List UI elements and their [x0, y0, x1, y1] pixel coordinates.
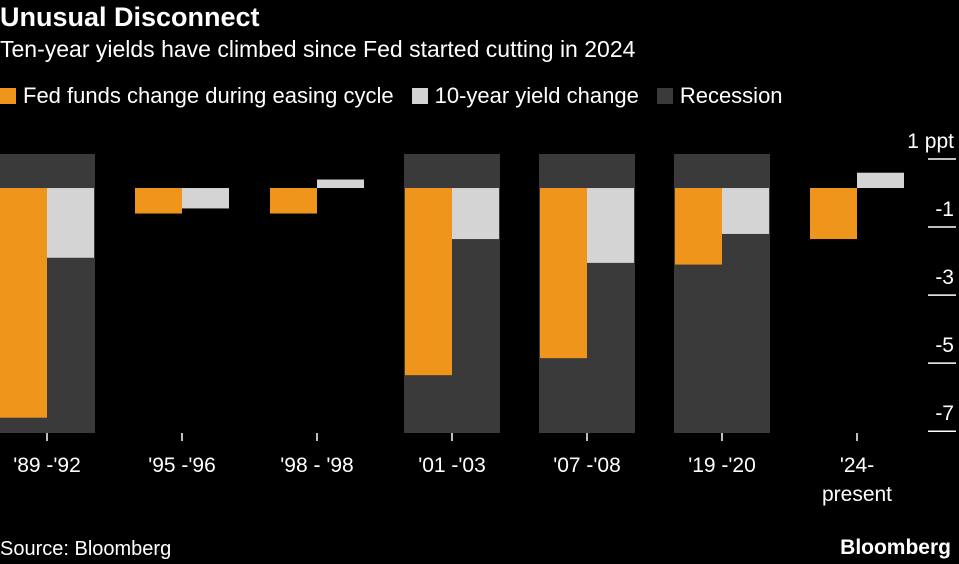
fed-funds-bar-1 — [135, 188, 182, 214]
ten-year-bar-4 — [587, 188, 634, 263]
brand-logo: Bloomberg — [840, 536, 951, 559]
y-tick-label-2: -3 — [935, 266, 954, 289]
y-tick-label-3: -5 — [935, 334, 954, 357]
legend-label-fed-funds: Fed funds change during easing cycle — [23, 83, 394, 108]
ten-year-bar-3 — [452, 188, 499, 240]
fed-funds-bar-5 — [675, 188, 722, 265]
y-tick-label-1: -1 — [935, 198, 954, 221]
x-tick-label-6-line-1: present — [822, 483, 892, 506]
fed-funds-bar-6 — [810, 188, 857, 240]
x-tick-label-6-line-0: '24- — [840, 454, 874, 477]
ten-year-bar-6 — [857, 172, 904, 189]
ten-year-bar-5 — [722, 188, 769, 234]
fed-funds-bar-4 — [540, 188, 587, 359]
x-tick-label-2: '98 - '98 — [280, 454, 353, 477]
ten-year-bar-2 — [317, 179, 364, 189]
chart-subtitle: Ten-year yields have climbed since Fed s… — [0, 36, 636, 62]
ten-year-bar-0 — [47, 188, 94, 258]
x-tick-label-5: '19 -'20 — [688, 454, 756, 477]
legend-label-ten-year: 10-year yield change — [434, 83, 639, 108]
x-tick-label-1: '95 -'96 — [148, 454, 216, 477]
fed-funds-bar-0 — [0, 188, 47, 418]
legend-item-fed-funds: Fed funds change during easing cycle — [0, 83, 394, 109]
legend-label-recession: Recession — [679, 83, 783, 108]
legend-swatch-ten-year — [411, 88, 428, 104]
fed-funds-bar-2 — [270, 188, 317, 214]
y-tick-label-0: 1 ppt — [907, 130, 954, 153]
ten-year-bar-1 — [182, 188, 229, 209]
legend-swatch-recession — [656, 88, 673, 104]
legend: Fed funds change during easing cycle 10-… — [0, 81, 801, 111]
fed-funds-bar-3 — [405, 188, 452, 376]
y-tick-label-4: -7 — [935, 402, 954, 425]
source-note: Source: Bloomberg — [0, 538, 172, 560]
x-tick-label-0: '89 -'92 — [13, 454, 81, 477]
x-tick-label-3: '01 -'03 — [418, 454, 486, 477]
legend-item-ten-year: 10-year yield change — [411, 83, 639, 109]
x-tick-label-4: '07 -'08 — [553, 454, 621, 477]
legend-swatch-fed-funds — [0, 88, 16, 104]
chart-title: Unusual Disconnect — [0, 2, 260, 32]
legend-item-recession: Recession — [656, 83, 783, 109]
